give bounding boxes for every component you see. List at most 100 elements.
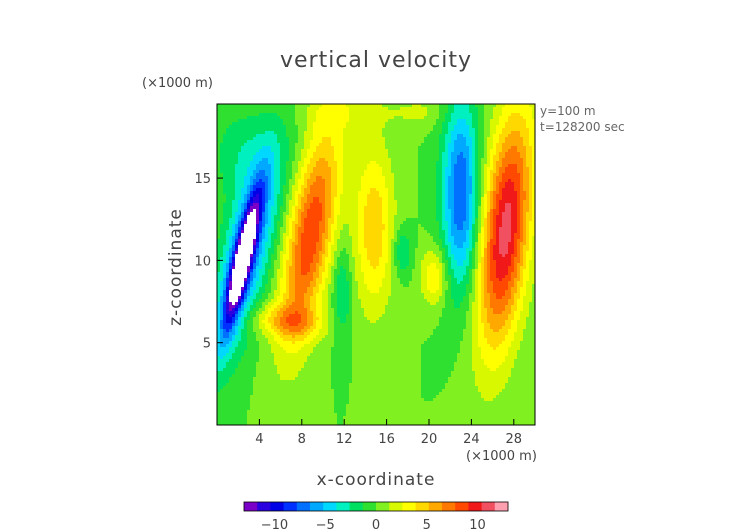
heatmap-cell xyxy=(304,263,308,267)
heatmap-cell xyxy=(244,269,248,273)
heatmap-cell xyxy=(256,395,260,399)
heatmap-cell xyxy=(277,377,281,381)
heatmap-cell xyxy=(319,194,323,198)
heatmap-cell xyxy=(235,209,239,213)
heatmap-cell xyxy=(271,353,275,357)
heatmap-cell xyxy=(319,215,323,219)
heatmap-cell xyxy=(223,308,227,312)
heatmap-cell xyxy=(277,116,281,120)
heatmap-cell xyxy=(280,215,284,219)
heatmap-cell xyxy=(262,356,266,360)
heatmap-cell xyxy=(241,371,245,375)
heatmap-cell xyxy=(292,269,296,273)
heatmap-cell xyxy=(295,251,299,255)
heatmap-cell xyxy=(235,152,239,156)
heatmap-cell xyxy=(322,242,326,246)
heatmap-cell xyxy=(223,278,227,282)
heatmap-cell xyxy=(235,392,239,396)
heatmap-cell xyxy=(325,422,329,425)
heatmap-cell xyxy=(352,149,356,153)
heatmap-cell xyxy=(301,308,305,312)
heatmap-cell xyxy=(217,362,221,366)
heatmap-cell xyxy=(316,338,320,342)
heatmap-cell xyxy=(277,227,281,231)
heatmap-cell xyxy=(220,419,224,423)
heatmap-cell xyxy=(277,242,281,246)
heatmap-cell xyxy=(262,179,266,183)
heatmap-cell xyxy=(247,311,251,315)
heatmap-cell xyxy=(310,287,314,291)
heatmap-cell xyxy=(271,407,275,411)
heatmap-cell xyxy=(232,206,236,210)
heatmap-cell xyxy=(217,296,221,300)
heatmap-cell xyxy=(229,140,233,144)
heatmap-cell xyxy=(304,302,308,306)
heatmap-cell xyxy=(274,155,278,159)
heatmap-cell xyxy=(298,335,302,339)
heatmap-cell xyxy=(277,266,281,270)
heatmap-cell xyxy=(277,182,281,186)
heatmap-cell xyxy=(331,350,335,354)
heatmap-cell xyxy=(241,161,245,165)
heatmap-cell xyxy=(313,107,317,111)
heatmap-cell xyxy=(226,260,230,264)
heatmap-cell xyxy=(220,269,224,273)
heatmap-cell xyxy=(244,356,248,360)
heatmap-cell xyxy=(250,371,254,375)
heatmap-cell xyxy=(319,311,323,315)
heatmap-cell xyxy=(346,227,350,231)
heatmap-cell xyxy=(331,170,335,174)
heatmap-cell xyxy=(274,116,278,120)
heatmap-cell xyxy=(298,248,302,252)
heatmap-cell xyxy=(295,218,299,222)
heatmap-cell xyxy=(250,149,254,153)
heatmap-cell xyxy=(220,149,224,153)
heatmap-cell xyxy=(220,185,224,189)
heatmap-cell xyxy=(232,161,236,165)
heatmap-cell xyxy=(244,107,248,111)
heatmap-cell xyxy=(283,107,287,111)
heatmap-cell xyxy=(253,158,257,162)
heatmap-cell xyxy=(349,410,353,414)
heatmap-cell xyxy=(277,320,281,324)
heatmap-cell xyxy=(289,113,293,117)
heatmap-cell xyxy=(256,194,260,198)
heatmap-cell xyxy=(349,374,353,378)
heatmap-cell xyxy=(316,362,320,366)
heatmap-cell xyxy=(331,206,335,210)
heatmap-cell xyxy=(328,341,332,345)
heatmap-cell xyxy=(277,245,281,249)
heatmap-cell xyxy=(337,293,341,297)
heatmap-cell xyxy=(295,323,299,327)
heatmap-cell xyxy=(226,305,230,309)
heatmap-cell xyxy=(280,395,284,399)
heatmap-cell xyxy=(316,275,320,279)
heatmap-cell xyxy=(283,287,287,291)
heatmap-cell xyxy=(295,149,299,153)
heatmap-cell xyxy=(286,392,290,396)
heatmap-cell xyxy=(349,173,353,177)
heatmap-cell xyxy=(346,134,350,138)
heatmap-cell xyxy=(301,365,305,369)
heatmap-cell xyxy=(217,224,221,228)
heatmap-cell xyxy=(256,251,260,255)
heatmap-cell xyxy=(259,215,263,219)
heatmap-cell xyxy=(295,164,299,168)
heatmap-cell xyxy=(223,218,227,222)
heatmap-cell xyxy=(337,350,341,354)
heatmap-cell xyxy=(244,338,248,342)
heatmap-cell xyxy=(250,383,254,387)
heatmap-cell xyxy=(226,410,230,414)
heatmap-cell xyxy=(289,404,293,408)
heatmap-cell xyxy=(349,287,353,291)
heatmap-cell xyxy=(328,149,332,153)
heatmap-cell xyxy=(295,317,299,321)
heatmap-cell xyxy=(271,335,275,339)
heatmap-cell xyxy=(232,263,236,267)
heatmap-cell xyxy=(250,404,254,408)
heatmap-cell xyxy=(313,155,317,159)
heatmap-cell xyxy=(289,383,293,387)
heatmap-cell xyxy=(274,113,278,117)
heatmap-cell xyxy=(352,401,356,405)
heatmap-cell xyxy=(283,362,287,366)
